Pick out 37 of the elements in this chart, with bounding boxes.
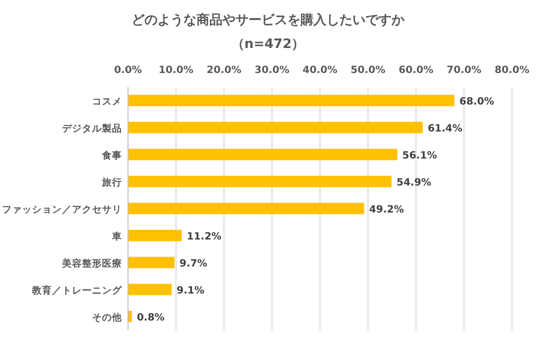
data-label: 54.9% — [396, 178, 432, 188]
y-tick-label: 旅行 — [101, 176, 122, 188]
bar — [128, 230, 182, 242]
x-tick-label: 30.0% — [254, 65, 290, 76]
data-label: 56.1% — [402, 150, 437, 162]
bar — [128, 284, 172, 296]
y-tick-label: 食事 — [101, 150, 122, 162]
y-tick-label: 美容整形医療 — [61, 258, 122, 270]
data-label: 49.2% — [369, 204, 404, 216]
x-tick-label: 10.0% — [158, 65, 194, 76]
y-tick-label: 車 — [111, 230, 122, 242]
bar — [128, 122, 423, 134]
data-label: 11.2% — [186, 232, 222, 242]
y-tick-label: 教育／トレーニング — [31, 284, 123, 296]
bar — [128, 176, 392, 188]
data-label: 68.0% — [459, 96, 494, 108]
data-label: 9.7% — [180, 258, 208, 270]
bar — [128, 256, 175, 268]
y-tick-label: コスメ — [92, 96, 122, 108]
data-label: 61.4% — [428, 124, 462, 134]
x-tick-label: 20.0% — [206, 65, 242, 76]
chart-title: どのような商品やサービスを購入したいですか — [132, 12, 406, 28]
x-tick-label: 40.0% — [302, 65, 338, 76]
x-tick-label: 80.0% — [494, 65, 530, 76]
bar — [128, 202, 364, 214]
x-tick-label: 70.0% — [446, 65, 482, 76]
bar — [128, 148, 398, 160]
y-tick-label: デジタル製品 — [62, 122, 122, 134]
x-tick-label: 60.0% — [398, 65, 434, 76]
data-label: 0.8% — [136, 312, 165, 324]
bar — [128, 94, 454, 106]
y-tick-label: その他 — [92, 312, 123, 324]
x-tick-label: 0.0% — [114, 65, 142, 76]
data-label: 9.1% — [176, 286, 204, 296]
chart-subtitle: （n=472） — [231, 37, 305, 52]
y-tick-label: ファッション／アクセサリ — [2, 204, 122, 216]
x-tick-label: 50.0% — [350, 65, 386, 76]
